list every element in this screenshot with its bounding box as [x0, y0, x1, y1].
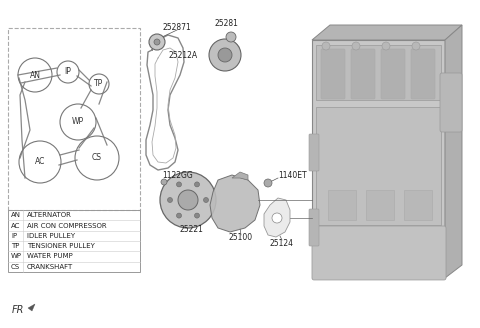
Circle shape — [382, 42, 390, 50]
FancyBboxPatch shape — [411, 49, 435, 99]
Text: FR: FR — [12, 305, 24, 315]
Bar — [366, 190, 394, 220]
Text: IP: IP — [11, 233, 17, 239]
FancyBboxPatch shape — [351, 49, 375, 99]
Text: AC: AC — [11, 222, 20, 229]
Circle shape — [168, 197, 172, 202]
Circle shape — [160, 172, 216, 228]
FancyBboxPatch shape — [381, 49, 405, 99]
Text: WP: WP — [72, 117, 84, 127]
Polygon shape — [445, 25, 462, 278]
Polygon shape — [232, 172, 248, 180]
Circle shape — [194, 213, 200, 218]
Polygon shape — [210, 175, 260, 232]
Polygon shape — [225, 43, 239, 60]
Polygon shape — [28, 304, 35, 311]
Text: 25124: 25124 — [270, 238, 294, 248]
Text: 1122GG: 1122GG — [162, 172, 193, 180]
Text: 1140ET: 1140ET — [278, 171, 307, 179]
Circle shape — [154, 39, 160, 45]
Polygon shape — [264, 198, 290, 237]
Circle shape — [322, 42, 330, 50]
Text: AC: AC — [35, 157, 45, 167]
Text: CS: CS — [11, 264, 20, 270]
Bar — [316, 107, 441, 225]
Polygon shape — [312, 40, 445, 278]
Text: 25281: 25281 — [214, 18, 238, 28]
Text: 25221: 25221 — [179, 226, 203, 235]
Text: TP: TP — [95, 79, 104, 89]
Bar — [328, 190, 356, 220]
Circle shape — [226, 32, 236, 42]
Text: AN: AN — [29, 71, 40, 79]
Polygon shape — [312, 25, 462, 40]
Circle shape — [177, 213, 181, 218]
Bar — [316, 45, 441, 100]
Text: WATER PUMP: WATER PUMP — [27, 254, 73, 259]
Text: 25212A: 25212A — [168, 51, 198, 59]
Circle shape — [352, 42, 360, 50]
Circle shape — [218, 48, 232, 62]
Text: TP: TP — [11, 243, 19, 249]
FancyBboxPatch shape — [309, 209, 319, 246]
Text: CRANKSHAFT: CRANKSHAFT — [27, 264, 73, 270]
FancyBboxPatch shape — [312, 226, 446, 280]
Text: CS: CS — [92, 154, 102, 162]
Bar — [8, 210, 140, 272]
Text: TENSIONER PULLEY: TENSIONER PULLEY — [27, 243, 95, 249]
Circle shape — [177, 182, 181, 187]
Circle shape — [209, 39, 241, 71]
Bar — [8, 28, 140, 210]
Bar — [404, 190, 432, 220]
Text: AN: AN — [11, 212, 21, 218]
Text: AIR CON COMPRESSOR: AIR CON COMPRESSOR — [27, 222, 107, 229]
Circle shape — [272, 213, 282, 223]
Circle shape — [149, 34, 165, 50]
Circle shape — [264, 179, 272, 187]
Circle shape — [178, 190, 198, 210]
Text: ALTERNATOR: ALTERNATOR — [27, 212, 72, 218]
Circle shape — [161, 179, 167, 185]
Text: IDLER PULLEY: IDLER PULLEY — [27, 233, 75, 239]
FancyBboxPatch shape — [321, 49, 345, 99]
Text: WP: WP — [11, 254, 22, 259]
Circle shape — [204, 197, 208, 202]
FancyBboxPatch shape — [309, 134, 319, 171]
Text: 25100: 25100 — [229, 234, 253, 242]
Circle shape — [194, 182, 200, 187]
Circle shape — [412, 42, 420, 50]
FancyBboxPatch shape — [440, 73, 462, 132]
Text: 252871: 252871 — [163, 23, 192, 31]
Text: IP: IP — [65, 68, 72, 76]
